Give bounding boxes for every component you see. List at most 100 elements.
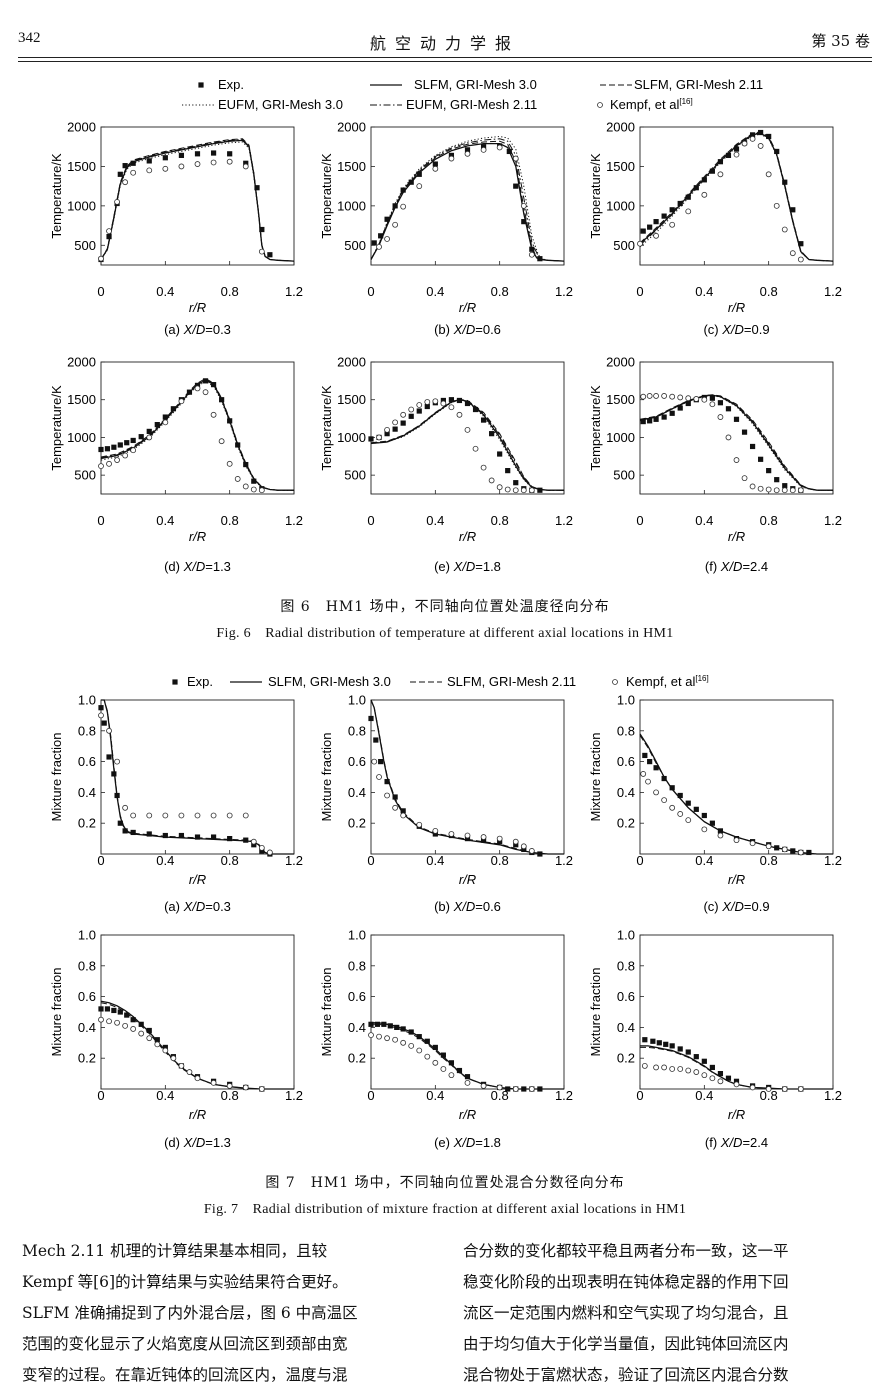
data-point (653, 1064, 659, 1071)
data-point (693, 1054, 699, 1060)
y-tick-label: 0.2 (78, 1051, 96, 1066)
data-point (647, 759, 653, 765)
x-tick-label: 0.4 (695, 1088, 713, 1103)
data-point (154, 422, 160, 428)
data-point (416, 1047, 423, 1054)
x-tick-label: 1.2 (555, 284, 573, 299)
data-point (693, 806, 699, 812)
data-point (717, 1078, 724, 1085)
data-point (537, 487, 543, 493)
x-tick-label: 0.4 (156, 1088, 174, 1103)
x-axis-label: r/R (189, 300, 206, 315)
x-axis-label: r/R (189, 529, 206, 544)
series-line-solid (370, 399, 564, 491)
data-point (146, 434, 153, 441)
series-line-dash (371, 1023, 564, 1090)
plot-frame (370, 699, 565, 855)
data-point (496, 484, 503, 491)
panel-caption: (a) X/D=0.3 (164, 322, 231, 337)
data-point (408, 1042, 415, 1049)
fig7-caption-en: Fig. 7 Radial distribution of mixture fr… (203, 1202, 687, 1217)
data-point (709, 820, 715, 826)
x-tick-label: 0.8 (221, 1088, 239, 1103)
series-markers-circle (368, 1032, 535, 1092)
series-markers-circle (98, 158, 265, 262)
data-point (741, 429, 748, 435)
data-point (194, 1075, 201, 1082)
data-point (709, 168, 715, 174)
data-point (146, 428, 152, 434)
x-tick-label: 0 (367, 1088, 374, 1103)
x-tick-label: 0.8 (491, 853, 509, 868)
data-point (480, 417, 487, 423)
data-point (497, 839, 503, 845)
data-point (146, 1035, 153, 1042)
data-point (773, 202, 780, 209)
data-point (124, 440, 130, 446)
chart-panel-6-(e): 0 0.4 0.8 1.2 500 1000 1500 2000 r/R Temperature/… (319, 355, 573, 575)
data-point (424, 399, 431, 405)
data-point (701, 826, 708, 833)
legend-label: EUFM, GRI-Mesh 3.0 (218, 97, 343, 112)
data-point (104, 1006, 111, 1012)
series-markers-circle (98, 385, 265, 494)
data-point (773, 487, 780, 494)
legend-item: Exp. (172, 674, 213, 689)
data-point (98, 1006, 104, 1012)
body-column-left: Mech 2.11 机理的计算结果基本相同，且较 Kempf 等[6]的计算结果… (22, 1236, 432, 1391)
data-point (384, 792, 390, 799)
panel-xd-value: =1.8 (475, 559, 501, 574)
series-line-solid (100, 379, 294, 491)
data-point (170, 406, 176, 412)
data-point (392, 1036, 399, 1043)
data-point (432, 161, 438, 167)
data-point (242, 1084, 249, 1091)
data-point (653, 232, 659, 239)
x-tick-label: 0.8 (221, 513, 239, 528)
y-tick-label: 1000 (67, 430, 96, 445)
data-point (741, 475, 748, 482)
panel-xd-symbol: X/D (720, 559, 743, 574)
chart-panels: 0 0.4 0.8 1.2 500 1000 1500 2000 r/R Temperature/… (49, 120, 842, 1151)
chart-panel-6-(d): 0 0.4 0.8 1.2 500 1000 1500 2000 r/R Temperature/… (49, 355, 303, 575)
data-point (669, 221, 676, 228)
data-point (653, 416, 659, 422)
legend-item: Exp. (198, 77, 244, 92)
data-point (392, 794, 398, 800)
data-point (685, 800, 691, 806)
x-tick-label: 0.8 (491, 513, 509, 528)
data-point (130, 437, 136, 444)
data-point (650, 1038, 656, 1044)
data-point (416, 171, 422, 177)
series-line-dashdot (639, 131, 834, 262)
panel-letter: (a) (164, 322, 184, 337)
panel-xd-value: =0.3 (205, 322, 231, 337)
legend-item: SLFM, GRI-Mesh 3.0 (230, 674, 391, 689)
data-point (226, 1083, 233, 1089)
panel-xd-symbol: X/D (183, 1135, 206, 1150)
data-point (733, 1081, 740, 1088)
x-tick-label: 0 (636, 284, 643, 299)
data-point (186, 1069, 193, 1075)
plot-frame (639, 934, 834, 1090)
data-point (392, 426, 398, 432)
data-point (117, 442, 123, 448)
data-point (122, 828, 128, 834)
panel-caption: (c) X/D=0.9 (703, 322, 769, 337)
data-point (709, 395, 715, 401)
data-point (797, 1086, 804, 1092)
data-point (227, 836, 233, 842)
body-line: SLFM 准确捕捉到了内外混合层，图 6 中高温区 (22, 1304, 358, 1322)
x-axis-label: r/R (459, 872, 476, 887)
panel-caption: (e) X/D=1.8 (434, 559, 501, 574)
data-point (749, 483, 756, 490)
data-point (226, 460, 233, 467)
header-rule (18, 57, 872, 58)
fig7-caption-cn: 图 7 HM1 场中，不同轴向位置处混合分数径向分布 (265, 1175, 625, 1191)
panel-xd-symbol: X/D (720, 1135, 743, 1150)
data-point (733, 151, 740, 158)
body-line: Mech 2.11 机理的计算结果基本相同，且较 (22, 1242, 328, 1260)
data-point (685, 400, 691, 407)
x-tick-label: 0 (636, 853, 643, 868)
legend-label: Exp. (187, 674, 213, 689)
